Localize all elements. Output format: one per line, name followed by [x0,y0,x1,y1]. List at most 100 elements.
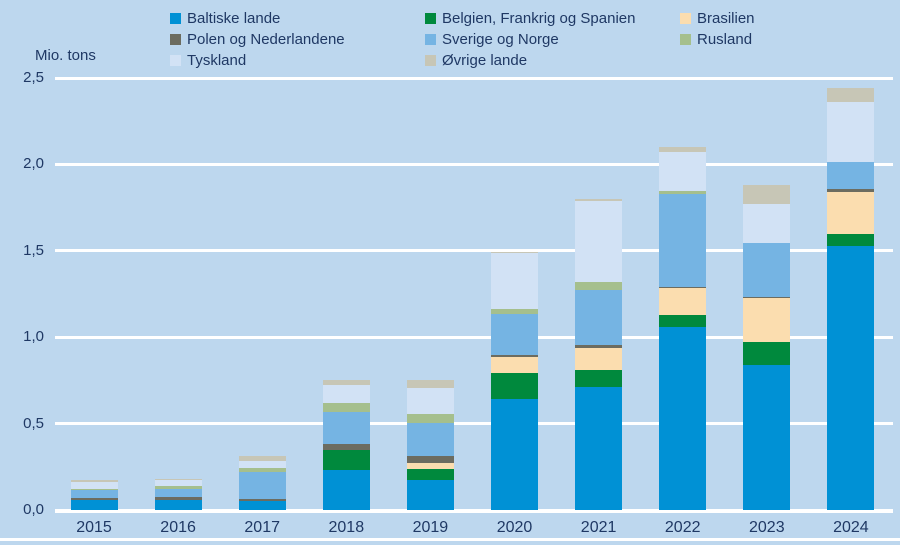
bar-segment [743,296,791,299]
bar-segment [70,497,118,500]
bar-segment [70,481,118,490]
bar-segment [322,449,370,471]
legend-item: Brasilien [680,8,755,29]
legend-column: Belgien, Frankrig og Spanien Sverige og N… [425,8,635,71]
bar-segment [827,233,875,246]
y-tick-label: 0,5 [23,414,44,432]
legend-label: Sverige og Norge [442,31,559,48]
legend-item: Øvrige lande [425,50,635,71]
legend-swatch-icon [425,55,436,66]
bar-segment [322,444,370,450]
bar-segment [322,402,370,412]
bar-segment [238,467,286,473]
x-tick-label: 2022 [664,519,701,536]
bar-2020 [491,251,538,510]
bar-segment [575,370,623,388]
bar-segment [154,485,202,490]
bar-2017 [238,455,286,510]
bar-segment [154,478,202,480]
x-tick-label: 2021 [580,519,617,536]
gridline [55,422,893,426]
bar-segment [659,326,707,510]
bar-segment [659,191,707,194]
bar-segment [827,188,875,193]
legend-column: Brasilien Rusland [680,8,755,50]
bar-segment [659,287,707,315]
legend-column: Baltiske lande Polen og Nederlandene Tyskl… [170,8,345,71]
bar-segment [491,372,538,399]
bar-segment [743,341,791,365]
bar-segment [154,497,202,500]
bar-2024 [827,88,875,510]
bar-segment [491,354,538,358]
legend-label: Polen og Nederlandene [187,31,345,48]
bar-segment [154,479,202,486]
y-tick-label: 0,0 [23,501,44,518]
legend-item: Polen og Nederlandene [170,29,345,50]
legend-item: Rusland [680,29,755,50]
bar-segment [491,398,538,510]
bar-segment [406,414,454,423]
legend-item: Baltiske lande [170,8,345,29]
bar-segment [322,411,370,445]
legend-label: Belgien, Frankrig og Spanien [442,10,636,27]
x-tick-label: 2019 [412,519,449,536]
bar-segment [743,185,791,205]
bar-segment [406,469,454,480]
bar-segment [70,489,118,491]
legend-swatch-icon [425,13,436,24]
x-tick-label: 2016 [160,519,196,536]
bar-segment [70,479,118,482]
legend-swatch-icon [680,13,691,24]
x-tick-label: 2017 [244,519,280,536]
bar-segment [70,490,118,498]
bar-segment [406,455,454,463]
y-tick-label: 2,5 [23,69,44,86]
x-tick-label: 2018 [328,519,365,536]
legend-label: Baltiske lande [187,10,281,27]
gridline [55,162,893,166]
bar-segment [575,347,623,371]
bar-segment [575,345,623,348]
bar-segment [322,379,370,385]
bar-segment [827,161,875,189]
y-axis-unit-label: Mio. tons [35,47,96,64]
x-tick-label: 2020 [496,519,533,536]
x-tick-label: 2024 [833,519,869,536]
bar-segment [491,357,538,373]
y-tick-label: 1,0 [23,328,44,346]
bar-segment [575,387,623,510]
gridline [55,249,893,253]
bar-segment [743,364,791,510]
bar-segment [743,243,791,297]
bar-segment [575,281,623,290]
bar-segment [491,308,538,314]
bar-segment [491,313,538,355]
bar-segment [491,251,538,254]
bar-segment [406,388,454,415]
legend-label: Rusland [697,31,753,48]
bar-segment [238,501,286,510]
bar-segment [659,152,707,192]
bar-segment [575,289,623,346]
y-tick-label: 1,5 [23,241,44,259]
bar-segment [659,314,707,327]
bar-2018 [322,379,370,510]
bar-segment [406,380,454,389]
bar-segment [827,88,875,103]
legend-swatch-icon [170,34,181,45]
x-tick-label: 2015 [76,519,112,536]
bar-segment [322,384,370,403]
bar-2022 [659,147,707,510]
bar-segment [743,204,791,244]
legend-swatch-icon [425,34,436,45]
bar-2015 [70,479,118,510]
legend-item: Sverige og Norge [425,29,635,50]
bar-segment [659,287,707,288]
bar-segment [154,499,202,510]
bar-segment [238,498,286,502]
bar-segment [406,462,454,470]
bar-2023 [743,185,791,510]
bar-segment [659,193,707,288]
